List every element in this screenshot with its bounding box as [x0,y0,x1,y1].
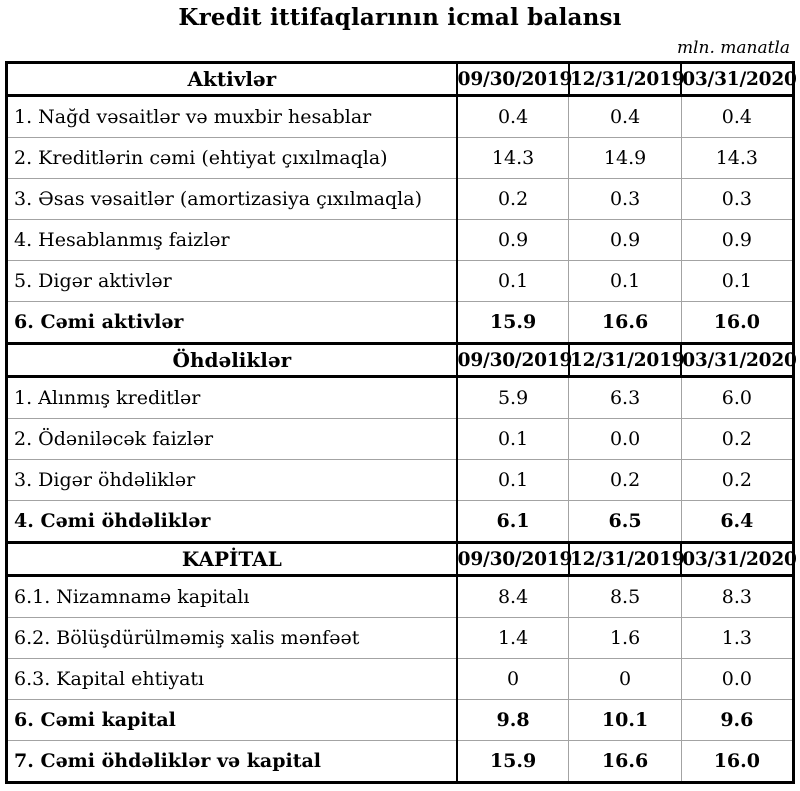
row-value: 14.3 [456,137,570,179]
date-column-header: 03/31/2020 [680,342,797,378]
row-value: 15.9 [456,301,570,344]
row-value: 0.1 [456,260,570,302]
date-column-header: 09/30/2019 [455,342,572,378]
row-value: 16.0 [680,740,795,783]
row-value: 1.3 [680,617,795,659]
row-value: 16.6 [568,740,682,783]
table-row: 1. Nağd vəsaitlər və muxbir hesablar 0.4… [5,95,795,138]
row-value: 6.0 [680,376,795,419]
row-value: 0.9 [680,219,795,261]
date-column-header: 12/31/2019 [567,342,685,378]
section-header-row-assets: Aktivlər 09/30/2019 12/31/2019 03/31/202… [5,61,797,97]
row-value: 8.5 [568,575,682,618]
row-value: 16.6 [568,301,682,344]
row-value: 0.2 [456,178,570,220]
row-label: 6. Cəmi kapital [5,699,458,741]
row-label: 6. Cəmi aktivlər [5,301,458,344]
section-header-row-liabilities: Öhdəliklər 09/30/2019 12/31/2019 03/31/2… [5,342,797,378]
row-value: 16.0 [680,301,795,344]
section-header-row-capital: KAPİTAL 09/30/2019 12/31/2019 03/31/2020 [5,541,797,577]
row-value: 0.1 [568,260,682,302]
row-value: 0.1 [456,459,570,501]
row-value: 0.0 [680,658,795,700]
row-label: 7. Cəmi öhdəliklər və kapital [5,740,458,783]
table-row-total-capital: 6. Cəmi kapital 9.8 10.1 9.6 [5,699,795,741]
row-value: 9.8 [456,699,570,741]
row-value: 10.1 [568,699,682,741]
row-value: 0.2 [568,459,682,501]
row-value: 6.3 [568,376,682,419]
table-row: 2. Kreditlərin cəmi (ehtiyat çıxılmaqla)… [5,137,795,179]
row-value: 6.4 [680,500,795,543]
unit-note: mln. manatla [676,38,790,58]
date-column-header: 09/30/2019 [455,541,572,577]
row-value: 8.3 [680,575,795,618]
table-row: 6.3. Kapital ehtiyatı 0 0 0.0 [5,658,795,700]
row-label: 3. Əsas vəsaitlər (amortizasiya çıxılmaq… [5,178,458,220]
row-value: 0.4 [568,95,682,138]
date-column-header: 03/31/2020 [680,541,797,577]
row-label: 2. Kreditlərin cəmi (ehtiyat çıxılmaqla) [5,137,458,179]
row-value: 1.4 [456,617,570,659]
row-value: 0.9 [568,219,682,261]
row-value: 6.1 [456,500,570,543]
section-title-liabilities: Öhdəliklər [5,342,458,378]
row-value: 0.3 [680,178,795,220]
row-value: 0.2 [680,418,795,460]
row-value: 0 [568,658,682,700]
row-value: 0.1 [680,260,795,302]
table-row-total-liabilities: 4. Cəmi öhdəliklər 6.1 6.5 6.4 [5,500,795,543]
row-value: 6.5 [568,500,682,543]
row-label: 1. Alınmış kreditlər [5,376,458,419]
row-value: 15.9 [456,740,570,783]
row-value: 0 [456,658,570,700]
page-title: Kredit ittifaqlarının icmal balansı [178,4,622,31]
balance-table: Aktivlər 09/30/2019 12/31/2019 03/31/202… [5,61,797,784]
row-value: 0.1 [456,418,570,460]
table-row: 6.2. Bölüşdürülməmiş xalis mənfəət 1.4 1… [5,617,795,659]
table-row: 4. Hesablanmış faizlər 0.9 0.9 0.9 [5,219,795,261]
date-column-header: 03/31/2020 [680,61,797,97]
row-value: 0.4 [680,95,795,138]
date-column-header: 12/31/2019 [567,541,685,577]
table-row: 1. Alınmış kreditlər 5.9 6.3 6.0 [5,376,795,419]
row-label: 5. Digər aktivlər [5,260,458,302]
row-label: 4. Cəmi öhdəliklər [5,500,458,543]
section-title-capital: KAPİTAL [5,541,458,577]
table-row-total-assets: 6. Cəmi aktivlər 15.9 16.6 16.0 [5,301,795,344]
date-column-header: 09/30/2019 [455,61,572,97]
date-column-header: 12/31/2019 [567,61,685,97]
row-label: 4. Hesablanmış faizlər [5,219,458,261]
table-row: 5. Digər aktivlər 0.1 0.1 0.1 [5,260,795,302]
row-label: 6.2. Bölüşdürülməmiş xalis mənfəət [5,617,458,659]
table-row: 3. Əsas vəsaitlər (amortizasiya çıxılmaq… [5,178,795,220]
row-label: 2. Ödəniləcək faizlər [5,418,458,460]
table-row: 6.1. Nizamnamə kapitalı 8.4 8.5 8.3 [5,575,795,618]
table-row: 2. Ödəniləcək faizlər 0.1 0.0 0.2 [5,418,795,460]
row-value: 9.6 [680,699,795,741]
row-value: 8.4 [456,575,570,618]
row-value: 0.4 [456,95,570,138]
table-row-total-liabilities-and-capital: 7. Cəmi öhdəliklər və kapital 15.9 16.6 … [5,740,795,783]
row-label: 3. Digər öhdəliklər [5,459,458,501]
row-value: 5.9 [456,376,570,419]
row-value: 0.3 [568,178,682,220]
row-value: 0.0 [568,418,682,460]
section-title-assets: Aktivlər [5,61,458,97]
row-value: 14.3 [680,137,795,179]
row-label: 1. Nağd vəsaitlər və muxbir hesablar [5,95,458,138]
row-value: 14.9 [568,137,682,179]
row-label: 6.3. Kapital ehtiyatı [5,658,458,700]
row-label: 6.1. Nizamnamə kapitalı [5,575,458,618]
table-row: 3. Digər öhdəliklər 0.1 0.2 0.2 [5,459,795,501]
row-value: 1.6 [568,617,682,659]
row-value: 0.2 [680,459,795,501]
row-value: 0.9 [456,219,570,261]
